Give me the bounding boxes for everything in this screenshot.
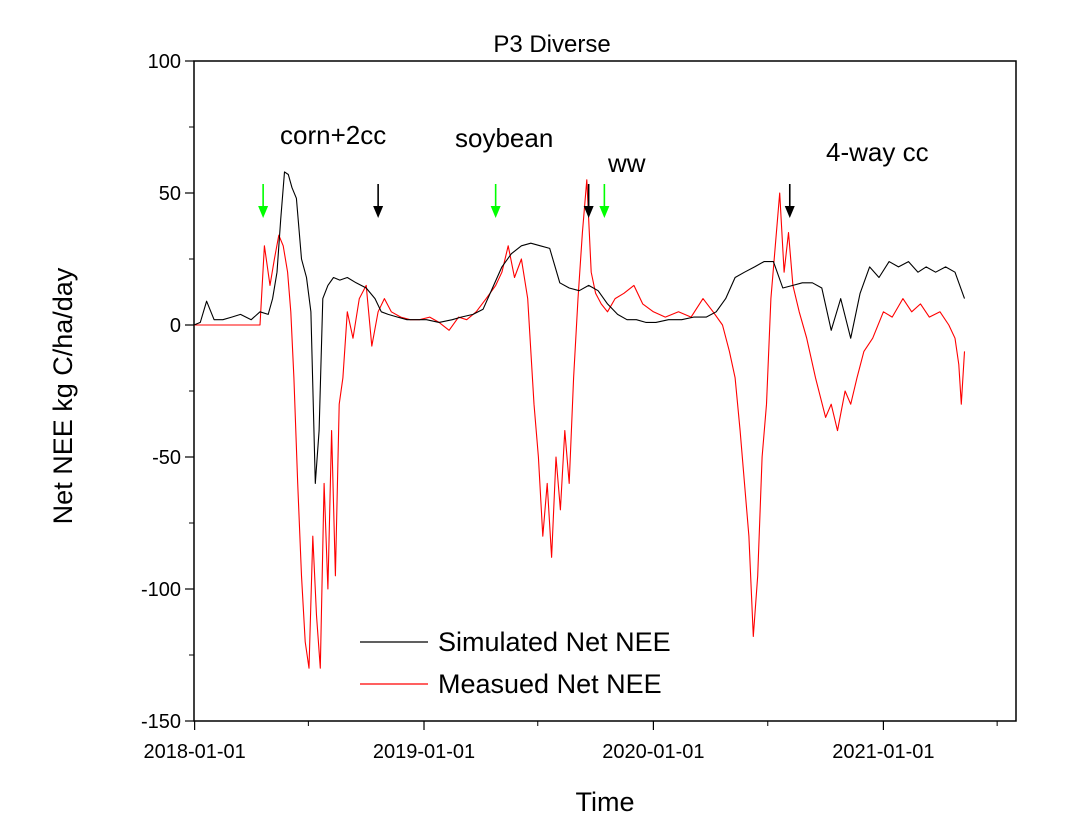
x-tick-label: 2018-01-01 — [143, 741, 245, 763]
annotation-4-way-cc: 4-way cc — [826, 137, 929, 167]
black-arrow — [373, 184, 384, 218]
y-tick-label: 0 — [170, 315, 181, 337]
annotation-soybean: soybean — [455, 123, 553, 153]
annotation-corn-2cc: corn+2cc — [280, 120, 386, 150]
legend-label-simulated: Simulated Net NEE — [438, 627, 671, 657]
y-tick-label: -150 — [141, 711, 181, 733]
series-lines — [193, 171, 966, 669]
chart-title: P3 Diverse — [493, 31, 610, 58]
series-line-simulated — [193, 171, 966, 484]
axis-ticks: 100 50 0 -50 -100 -150 2018-01-01 2019-01-01 202… — [141, 51, 998, 763]
annotation-ww: ww — [607, 148, 646, 178]
legend: Simulated Net NEE Measued Net NEE — [360, 627, 671, 699]
x-axis-title: Time — [576, 787, 635, 817]
y-tick-label: 100 — [148, 51, 181, 73]
y-tick-label: 50 — [159, 183, 181, 205]
x-tick-label: 2019-01-01 — [373, 741, 475, 763]
green-arrow — [599, 184, 610, 218]
black-arrow — [583, 184, 594, 218]
annotations — [258, 184, 795, 218]
y-tick-label: -50 — [152, 447, 181, 469]
black-arrow — [784, 184, 795, 218]
green-arrow — [258, 184, 269, 218]
x-tick-label: 2021-01-01 — [832, 741, 934, 763]
x-tick-label: 2020-01-01 — [602, 741, 704, 763]
y-tick-label: -100 — [141, 579, 181, 601]
series-line-measured — [194, 179, 966, 669]
y-axis-title: Net NEE kg C/ha/day — [48, 267, 78, 524]
green-arrow — [490, 184, 501, 218]
legend-label-measured: Measued Net NEE — [438, 669, 662, 699]
